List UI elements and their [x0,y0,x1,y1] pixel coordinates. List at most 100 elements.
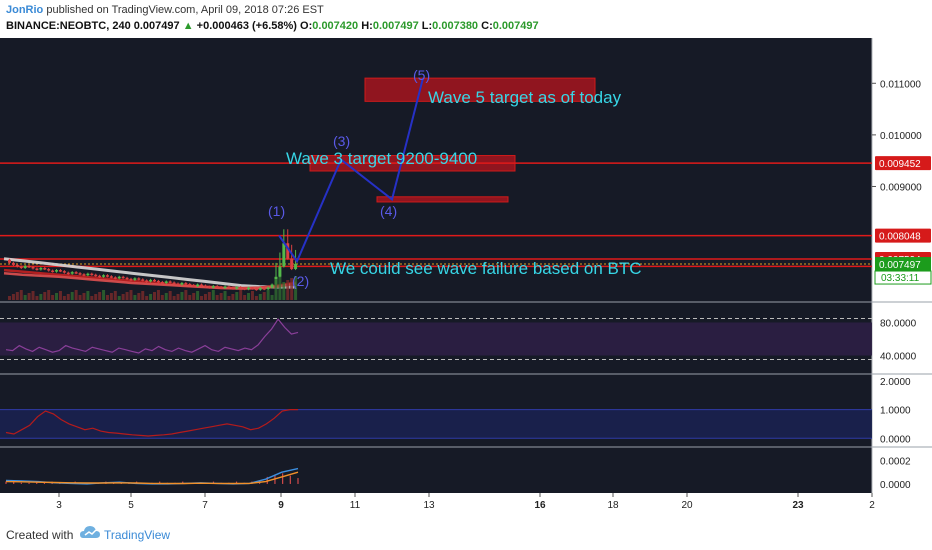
volume-bar-73 [294,276,298,300]
volume-bar-7 [35,296,39,300]
candle-body-36 [149,279,153,282]
volume-bar-16 [70,292,74,300]
candle-body-12 [55,270,59,272]
volume-bar-29 [121,294,125,300]
oscillator-tick-label-1: 1.0000 [880,406,911,417]
volume-bar-27 [113,291,117,300]
volume-bar-42 [172,296,176,300]
oscillator-tick-label-2: 0.0000 [880,434,911,445]
countdown-tag [874,270,932,285]
candle-body-35 [145,280,149,282]
volume-bar-17 [74,290,78,300]
candle-body-61 [247,287,251,290]
chart-footer: Created with TradingView [0,518,932,550]
volume-bar-23 [98,292,102,300]
candle-body-51 [207,286,211,289]
volume-bar-21 [90,296,94,300]
wave-label-2: (2) [292,273,309,289]
time-tick-label-2: 7 [202,500,208,511]
candle-body-63 [254,288,258,291]
candle-body-60 [243,288,247,290]
volume-bar-40 [164,293,168,300]
ohlc-line: BINANCE:NEOBTC, 240 0.007497 ▲ +0.000463… [6,20,539,32]
symbol-label: BINANCE:NEOBTC, 240 [6,20,131,32]
candle-body-26 [109,276,113,278]
tradingview-brand-link[interactable]: TradingView [104,528,171,542]
candle-body-8 [39,268,43,270]
candle-body-28 [117,276,121,279]
candle-body-59 [239,287,243,289]
candle-body-56 [227,286,231,289]
high-label: H: [361,20,373,32]
elliott-wave-path [278,77,424,264]
open-label: O: [300,20,313,32]
author-link[interactable]: JonRio [6,4,44,16]
volume-bar-4 [23,295,27,300]
volume-bar-65 [262,292,266,300]
volume-bar-0 [8,296,11,300]
candle-body-57 [231,287,235,290]
time-tick-label-7: 18 [607,500,619,511]
candle-body-45 [184,282,188,285]
volume-bar-11 [51,295,55,300]
volume-bar-47 [192,293,196,300]
volume-bar-58 [235,292,239,300]
candle-body-48 [196,284,200,287]
candle-body-16 [70,272,74,274]
candle-body-27 [113,277,117,279]
time-tick-label-5: 13 [423,500,435,511]
candle-body-62 [250,287,254,290]
level-tag-1 [875,228,931,243]
volume-bar-53 [215,295,219,300]
macd-tick-label-1: 0.0000 [880,480,911,491]
chart-canvas[interactable]: 0.011000 0.010000 0.009000 0.009452 0.008048… [0,38,932,518]
volume-bar-41 [168,291,172,300]
volume-bar-70 [282,282,286,300]
volume-bar-9 [43,292,47,300]
volume-bar-1 [11,294,15,300]
candle-body-25 [105,275,109,277]
time-tick-label-6: 16 [534,500,546,511]
candle-body-58 [235,287,239,289]
volume-bar-15 [66,294,70,300]
candle-body-18 [78,273,82,275]
volume-bar-61 [247,293,251,300]
candle-body-66 [266,287,270,290]
volume-bar-30 [125,292,129,300]
candle-body-55 [223,286,227,289]
candle-body-15 [66,272,70,275]
rsi-band [0,322,872,356]
oscillator-band [0,409,872,439]
candle-body-13 [58,270,62,272]
candle-body-19 [82,274,86,276]
time-tick-label-0: 3 [56,500,62,511]
volume-bar-72 [290,278,294,300]
chart-header: JonRio published on TradingView.com, Apr… [0,0,932,38]
volume-bar-63 [254,296,258,300]
candle-body-54 [219,287,223,289]
candle-body-14 [62,271,66,273]
price-tick-label-1: 0.010000 [880,131,922,142]
volume-bar-12 [55,293,59,300]
volume-bar-66 [266,290,270,300]
volume-bar-37 [153,292,156,300]
candle-body-52 [211,286,215,288]
tradingview-cloud-icon [80,526,100,538]
volume-bar-67 [270,295,274,300]
candle-body-65 [262,288,266,290]
time-tick-label-8: 20 [681,500,693,511]
annotation-2: Wave 3 target 9200-9400 [286,149,477,168]
volume-bar-51 [207,292,211,300]
candle-body-37 [153,279,156,282]
candle-body-24 [102,275,106,277]
candle-body-72 [290,258,294,270]
wave-label-5: (5) [413,67,430,83]
candle-body-67 [270,284,274,288]
candle-body-41 [168,281,172,283]
time-tick-label-4: 11 [350,500,361,511]
rsi-line [5,318,299,354]
candle-body-49 [200,284,204,287]
rsi-tick-label-1: 40.0000 [880,352,917,363]
level-tag-label-0: 0.009452 [879,159,921,170]
countdown-label: 03:33:11 [881,273,920,284]
